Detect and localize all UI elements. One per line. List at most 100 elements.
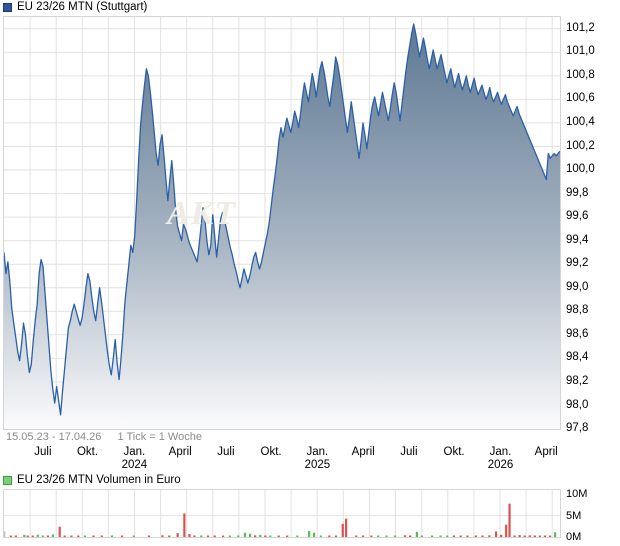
x-tick-month: Okt.	[443, 446, 465, 458]
x-tick-year: 2025	[304, 459, 331, 471]
volume-bar	[58, 526, 61, 537]
volume-bar	[403, 535, 407, 537]
x-tick-month: Okt.	[260, 446, 282, 458]
volume-y-tick: 0M	[566, 531, 582, 543]
volume-bar	[200, 535, 203, 537]
x-tick-year: 2024	[121, 459, 148, 471]
price-y-tick: 99,6	[566, 210, 589, 223]
volume-bar	[513, 535, 516, 537]
price-y-tick: 99,4	[566, 233, 589, 246]
volume-bar	[481, 535, 484, 537]
price-panel-title: EU 23/26 MTN (Stuttgart)	[17, 1, 148, 13]
volume-bar	[452, 535, 456, 537]
x-tick-month: Juli	[400, 446, 418, 458]
volume-bar	[188, 534, 191, 537]
volume-bar	[213, 535, 216, 537]
price-panel-header: EU 23/26 MTN (Stuttgart)	[3, 1, 147, 13]
volume-bar	[370, 535, 373, 537]
price-y-tick: 101,0	[566, 45, 595, 58]
x-tick-month: Jan.	[306, 446, 329, 458]
price-y-tick: 100,2	[566, 139, 595, 152]
volume-bar	[420, 535, 424, 537]
volume-bar	[259, 534, 262, 537]
volume-bar	[361, 535, 365, 537]
volume-bar	[543, 535, 547, 537]
x-axis-tick: Jan. 2026	[488, 446, 514, 472]
volume-bar	[120, 535, 124, 537]
x-tick-month: Okt.	[76, 446, 99, 458]
volume-bar	[523, 535, 526, 537]
volume-bar	[183, 513, 186, 537]
x-tick-month: April	[351, 446, 375, 458]
x-tick-month: Jan.	[123, 446, 146, 458]
volume-bar	[553, 532, 557, 537]
price-y-tick: 99,8	[566, 186, 589, 199]
x-axis-tick: Okt.	[444, 446, 465, 459]
volume-bar	[46, 535, 50, 537]
x-axis-tick: Juli	[34, 446, 51, 459]
volume-bar	[193, 535, 196, 537]
volume-y-tick: 10M	[566, 488, 588, 501]
volume-bar	[494, 531, 498, 537]
price-y-tick: 100,8	[566, 68, 595, 81]
volume-bar	[63, 535, 66, 537]
price-y-tick: 100,0	[566, 163, 595, 175]
volume-bar	[319, 535, 322, 537]
price-chart-svg	[4, 17, 560, 429]
volume-bar	[377, 535, 380, 537]
volume-bar	[277, 535, 280, 537]
volume-bar	[110, 535, 114, 537]
volume-bar	[385, 535, 388, 537]
volume-bars	[4, 503, 557, 537]
volume-bar	[254, 535, 257, 537]
volume-bar	[9, 535, 12, 537]
x-axis-tick: Okt.	[77, 446, 98, 459]
volume-bar	[409, 535, 412, 537]
volume-bar	[23, 534, 26, 537]
volume-bar	[307, 531, 311, 537]
volume-bar	[341, 523, 344, 537]
volume-bar	[415, 531, 418, 537]
volume-bar	[228, 535, 231, 537]
volume-bar	[538, 535, 541, 537]
volume-bar	[161, 535, 164, 537]
volume-bar	[334, 535, 338, 537]
price-plot-area[interactable]: AKT	[3, 16, 561, 430]
price-y-tick: 98,2	[566, 374, 589, 387]
price-y-tick: 98,0	[566, 398, 589, 411]
volume-bar	[439, 535, 442, 537]
volume-plot-area[interactable]	[3, 489, 561, 538]
volume-bar	[83, 535, 87, 537]
volume-bar	[286, 535, 289, 537]
volume-bar	[51, 534, 55, 537]
x-axis-tick: Jan. 2025	[305, 446, 331, 472]
volume-bar	[41, 535, 44, 537]
x-tick-year: 2026	[487, 459, 514, 471]
x-tick-month: Juli	[217, 446, 235, 458]
volume-bar	[100, 535, 103, 537]
x-axis-tick: Juli	[400, 446, 417, 459]
volume-legend-swatch	[3, 475, 12, 485]
price-y-tick: 99,2	[566, 257, 589, 270]
x-tick-month: Jan.	[489, 446, 512, 458]
volume-bar	[77, 535, 80, 537]
volume-bar	[243, 532, 247, 537]
volume-bar	[328, 535, 331, 537]
volume-bar	[355, 535, 358, 537]
x-axis: Juli Okt. Jan. 2024 April Juli Okt. Jan. 2025 Apr…	[3, 446, 561, 474]
volume-bar	[466, 535, 469, 537]
volume-bar	[248, 533, 252, 537]
volume-bar	[548, 535, 552, 537]
volume-bar	[533, 535, 536, 537]
volume-bar	[446, 535, 449, 537]
volume-bar	[269, 535, 272, 537]
volume-bar	[222, 535, 225, 537]
volume-bar	[296, 535, 299, 537]
volume-bar	[26, 535, 29, 537]
x-axis-tick: April	[352, 446, 375, 459]
volume-bar	[4, 531, 6, 537]
volume-bar	[345, 518, 348, 537]
volume-bar	[14, 535, 17, 537]
volume-bar	[237, 535, 240, 537]
